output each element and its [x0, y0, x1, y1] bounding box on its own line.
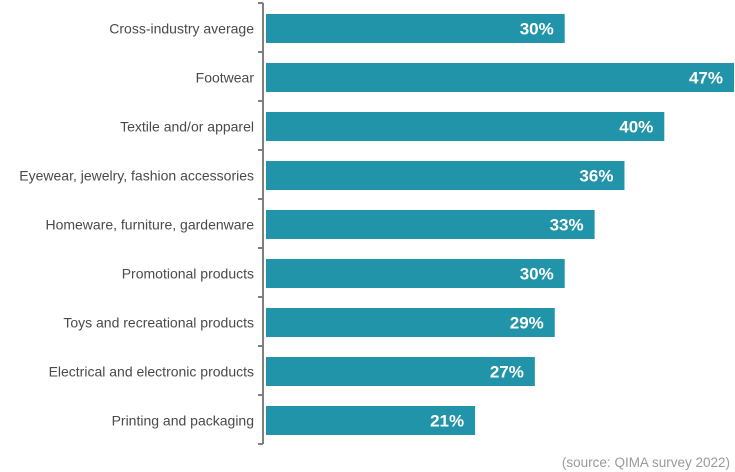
category-label: Textile and/or apparel — [120, 119, 254, 135]
category-label: Promotional products — [122, 266, 254, 282]
bar — [266, 357, 535, 386]
value-label: 33% — [550, 216, 584, 235]
value-labels: 30% 47% 40% 36% 33% 30% 29% 27% 21% — [430, 20, 723, 431]
category-label: Printing and packaging — [112, 413, 254, 429]
value-label: 30% — [520, 265, 554, 284]
bars — [266, 14, 734, 435]
category-labels: Cross-industry average Footwear Textile an… — [19, 21, 254, 429]
value-label: 29% — [510, 314, 544, 333]
category-label: Footwear — [196, 70, 255, 86]
category-label: Eyewear, jewelry, fashion accessories — [19, 168, 254, 184]
value-label: 30% — [520, 20, 554, 39]
bar — [266, 14, 565, 43]
bar — [266, 406, 476, 435]
bar — [266, 161, 625, 190]
value-label: 47% — [689, 69, 723, 88]
category-label: Cross-industry average — [109, 21, 254, 37]
category-axis — [258, 2, 264, 445]
bar — [266, 308, 555, 337]
bar — [266, 210, 595, 239]
value-label: 27% — [490, 363, 524, 382]
bar — [266, 259, 565, 288]
category-label: Homeware, furniture, gardenware — [45, 217, 254, 233]
value-label: 40% — [619, 118, 653, 137]
value-label: 36% — [579, 167, 613, 186]
value-label: 21% — [430, 412, 464, 431]
source-note: (source: QIMA survey 2022) — [562, 455, 730, 470]
bar — [266, 63, 734, 92]
category-label: Electrical and electronic products — [49, 364, 254, 380]
bar — [266, 112, 665, 141]
category-label: Toys and recreational products — [63, 315, 254, 331]
